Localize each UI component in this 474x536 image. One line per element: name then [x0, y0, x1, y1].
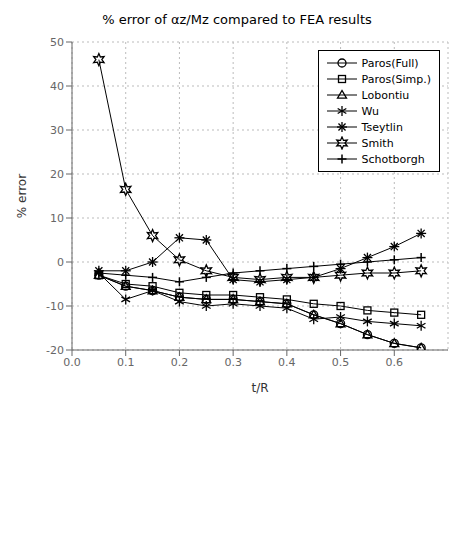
html-text:% error of αz/Mz compared to F: % error of αz/Mz compared to FEA results [102, 12, 372, 27]
svg-text:30: 30 [50, 124, 64, 137]
svg-text:t/R: t/R [251, 381, 268, 395]
svg-text:0.4: 0.4 [278, 356, 296, 369]
svg-text:-10: -10 [46, 300, 64, 313]
svg-text:-20: -20 [46, 344, 64, 357]
html-text:Schotborgh: Schotborgh [361, 152, 425, 166]
html-text:Paros(Simp.): Paros(Simp.) [361, 72, 431, 86]
html-text:Tseytlin: Tseytlin [361, 120, 403, 134]
html-text:Wu: Wu [361, 104, 379, 118]
svg-text:0: 0 [57, 256, 64, 269]
svg-text:10: 10 [50, 212, 64, 225]
svg-text:0.5: 0.5 [332, 356, 350, 369]
svg-text:50: 50 [50, 36, 64, 49]
svg-text:0.6: 0.6 [386, 356, 404, 369]
svg-text:40: 40 [50, 80, 64, 93]
svg-text:0.0: 0.0 [63, 356, 81, 369]
svg-text:0.3: 0.3 [224, 356, 242, 369]
html-text:Paros(Full): Paros(Full) [361, 56, 419, 70]
svg-text:0.1: 0.1 [117, 356, 135, 369]
svg-text:20: 20 [50, 168, 64, 181]
svg-text:% error: % error [15, 174, 29, 218]
svg-text:0.2: 0.2 [171, 356, 189, 369]
html-text:Lobontiu: Lobontiu [361, 88, 410, 102]
html-text:Smith: Smith [361, 136, 394, 150]
